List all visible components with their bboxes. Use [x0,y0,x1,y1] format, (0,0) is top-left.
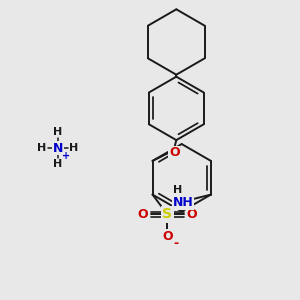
Text: NH: NH [173,196,194,209]
Text: N: N [53,142,63,154]
Text: +: + [62,151,70,161]
Text: H: H [69,143,78,153]
Text: -: - [174,237,179,250]
Text: H: H [53,159,62,169]
Text: O: O [162,230,173,243]
Text: S: S [162,207,172,221]
Text: H: H [53,127,62,137]
Text: O: O [187,208,197,221]
Text: O: O [137,208,148,221]
Text: H: H [172,184,182,195]
Text: O: O [169,146,180,160]
Text: H: H [38,143,46,153]
